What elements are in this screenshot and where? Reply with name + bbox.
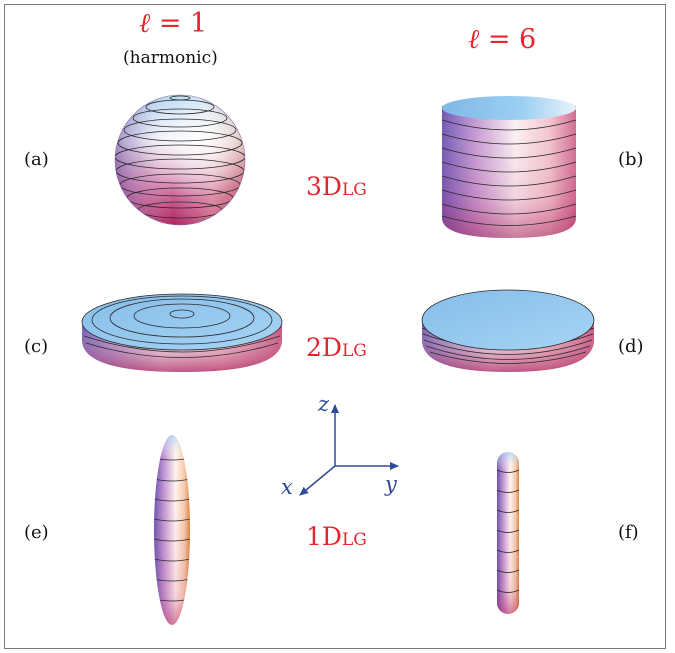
axis-label-y: y: [385, 472, 397, 496]
shape-c-disc: [81, 293, 283, 372]
panel-label-b: (b): [618, 149, 644, 170]
shape-b-cylinder: [441, 96, 577, 238]
ell-symbol: ℓ: [468, 24, 480, 55]
regime-sub: LG: [341, 180, 367, 200]
regime-sub: LG: [341, 341, 367, 361]
regime-label-2d: 2DLG: [306, 333, 367, 362]
regime-label-3d: 3DLG: [306, 172, 367, 201]
panel-label-d: (d): [618, 336, 644, 357]
regime-main: 1D: [306, 522, 342, 551]
panel-label-f: (f): [618, 522, 639, 543]
shape-a-sphere: [114, 94, 246, 226]
shape-d-disc: [421, 289, 595, 372]
panel-label-c: (c): [24, 336, 49, 357]
ell-value: = 1: [150, 8, 208, 39]
ell-symbol: ℓ: [139, 8, 151, 39]
column-header-note: (harmonic): [123, 48, 218, 68]
panel-label-a: (a): [24, 149, 49, 170]
regime-sub: LG: [341, 530, 367, 550]
column-header-right: ℓ = 6: [468, 24, 536, 55]
x-axis-arrow: [299, 465, 336, 496]
column-header-left: ℓ = 1: [139, 8, 207, 39]
regime-label-1d: 1DLG: [306, 522, 367, 551]
panel-label-e: (e): [24, 522, 49, 543]
shape-f-rod: [496, 452, 520, 614]
ell-value: = 6: [479, 24, 537, 55]
axis-label-x: x: [281, 475, 293, 499]
regime-main: 3D: [306, 172, 342, 201]
axes-diagram: [299, 404, 399, 496]
figure-frame: [4, 4, 666, 649]
regime-main: 2D: [306, 333, 342, 362]
axis-label-z: z: [318, 392, 330, 416]
shape-e-ellipsoid: [154, 435, 190, 625]
